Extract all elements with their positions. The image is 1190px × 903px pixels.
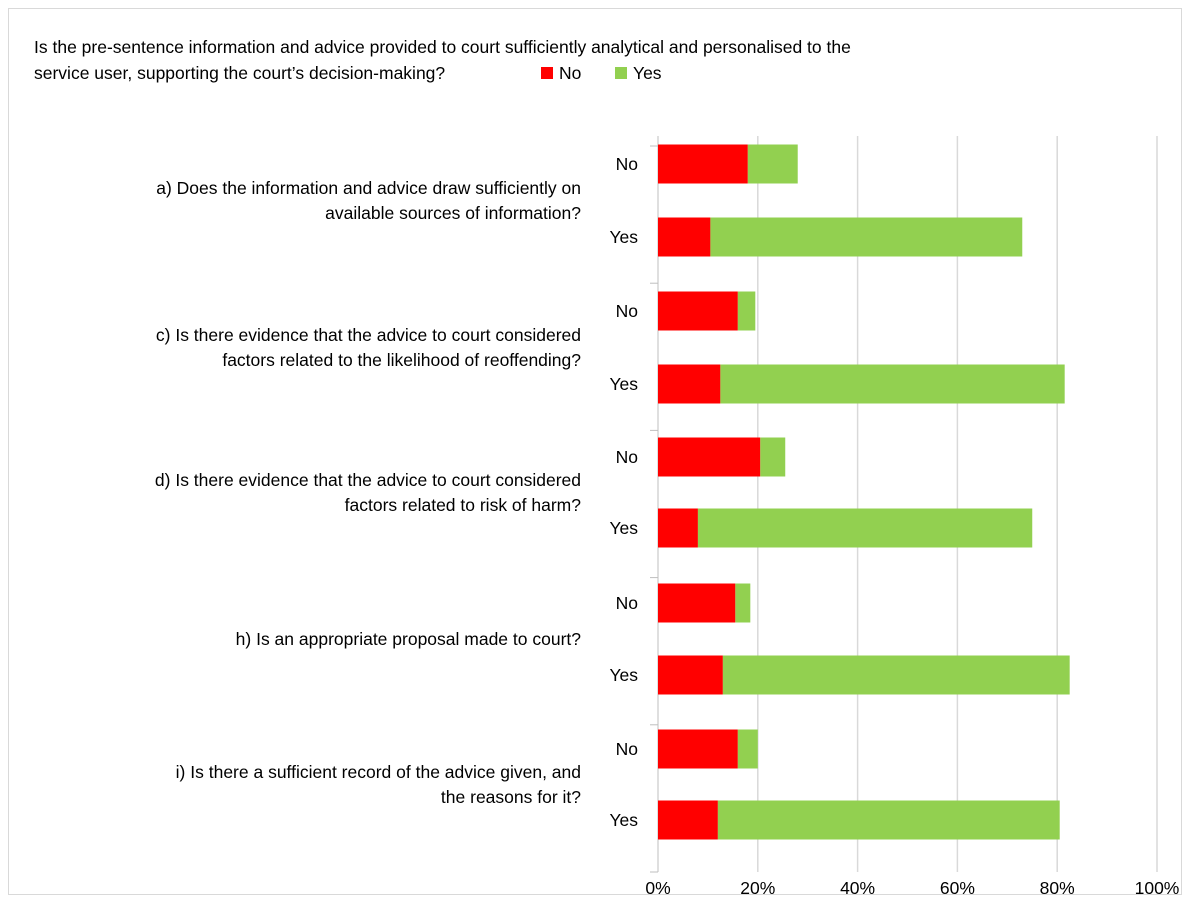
x-tick-label: 60% [940, 878, 975, 896]
bar-segment-yes [760, 437, 786, 477]
bar-segment-yes [710, 217, 1023, 257]
chart-title-line: service user, supporting the court’s dec… [34, 63, 445, 83]
bar-segment-yes [747, 144, 798, 184]
bar-segment-yes [720, 364, 1065, 404]
bar-segment-no [658, 291, 738, 331]
x-tick-label: 20% [740, 878, 775, 896]
x-tick-label: 100% [1135, 878, 1180, 896]
category-label: No [616, 593, 638, 613]
bar-segment-yes [737, 291, 756, 331]
question-label-line: available sources of information? [325, 203, 581, 223]
question-label-line: c) Is there evidence that the advice to … [156, 325, 581, 345]
bar-segment-yes [737, 729, 758, 769]
bar-segment-no [658, 364, 721, 404]
question-label-line: d) Is there evidence that the advice to … [155, 470, 581, 490]
bar-segment-yes [717, 800, 1060, 840]
x-tick-label: 0% [645, 878, 670, 896]
chart-frame: Is the pre-sentence information and advi… [8, 8, 1182, 896]
bar-segment-yes [722, 655, 1070, 695]
question-label-line: h) Is an appropriate proposal made to co… [236, 629, 582, 649]
category-label: Yes [609, 518, 638, 538]
bar-segment-no [658, 437, 761, 477]
category-label: No [616, 739, 638, 759]
legend-label-yes: Yes [633, 63, 662, 83]
bar-segment-no [658, 583, 736, 623]
legend-swatch-no [541, 67, 553, 79]
question-label-line: a) Does the information and advice draw … [156, 178, 581, 198]
bar-segment-no [658, 217, 711, 257]
legend-label-no: No [559, 63, 581, 83]
bar-segment-no [658, 508, 698, 548]
bar-segment-no [658, 800, 718, 840]
question-label-line: the reasons for it? [441, 787, 581, 807]
category-label: No [616, 301, 638, 321]
chart-title-line: Is the pre-sentence information and advi… [34, 37, 851, 57]
category-label: Yes [609, 665, 638, 685]
question-label-line: factors related to risk of harm? [345, 495, 582, 515]
bar-segment-yes [697, 508, 1033, 548]
bar-segment-no [658, 144, 748, 184]
question-label-line: factors related to the likelihood of reo… [222, 350, 581, 370]
category-label: Yes [609, 374, 638, 394]
legend-swatch-yes [615, 67, 627, 79]
category-label: No [616, 447, 638, 467]
x-tick-label: 80% [1040, 878, 1075, 896]
bar-segment-no [658, 655, 723, 695]
category-label: Yes [609, 227, 638, 247]
category-label: Yes [609, 810, 638, 830]
chart: Is the pre-sentence information and advi… [34, 37, 1180, 896]
bar-segment-yes [735, 583, 751, 623]
category-label: No [616, 154, 638, 174]
question-label-line: i) Is there a sufficient record of the a… [176, 762, 581, 782]
bar-segment-no [658, 729, 738, 769]
x-tick-label: 40% [840, 878, 875, 896]
